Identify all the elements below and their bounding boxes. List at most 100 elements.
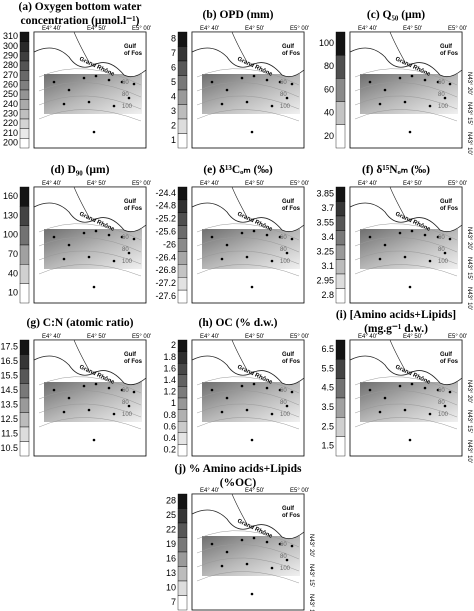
isobath <box>38 417 142 430</box>
isobath <box>196 557 300 572</box>
contour-label: 60 <box>280 388 287 394</box>
colorbar-tick: 80 <box>324 61 334 71</box>
gulf-label: Gulf <box>282 44 295 50</box>
panel: (h) OC (% d.w.) 2 1.81.6 1.4 1.21 0.80.6 0.4 0.… <box>163 317 309 457</box>
colorbar-segment <box>177 374 188 387</box>
colorbar-segment <box>177 537 188 553</box>
colorbar-segment <box>19 89 30 100</box>
station <box>250 438 254 442</box>
colorbar-segment <box>335 78 346 102</box>
colorbar-tick: 12.5 <box>0 414 18 424</box>
coastline <box>191 493 305 540</box>
station <box>278 388 282 392</box>
isobath <box>196 109 300 122</box>
station <box>436 235 440 239</box>
station <box>398 231 402 235</box>
colorbar-segment <box>177 420 188 433</box>
station <box>448 390 452 394</box>
colorbar-segment <box>335 378 346 399</box>
colorbar-segment <box>177 595 188 611</box>
contour-field <box>202 74 300 114</box>
colorbar-segment <box>177 397 188 410</box>
station <box>132 237 136 241</box>
colorbar-segment <box>19 128 30 139</box>
station <box>270 566 274 570</box>
station <box>112 104 116 108</box>
colorbar-segment <box>335 436 346 457</box>
station <box>127 251 131 255</box>
colorbar-tick: 0.4 <box>163 433 176 443</box>
colorbar-tick: 2.5 <box>321 421 334 431</box>
station <box>368 388 372 392</box>
river <box>231 186 248 218</box>
longitude-label: E4° 40' <box>42 181 61 187</box>
colorbar-segment <box>177 238 188 252</box>
station <box>443 404 447 408</box>
longitude-label: E5° 00' <box>290 488 309 494</box>
colorbar-segment <box>177 251 188 265</box>
station <box>82 231 86 235</box>
isobath <box>38 264 142 277</box>
contour-label: 80 <box>438 247 445 253</box>
station <box>225 396 229 400</box>
contour-label: 80 <box>122 400 129 406</box>
isobath <box>354 95 458 110</box>
colorbar-segment <box>335 230 346 246</box>
contour-label: 60 <box>438 80 445 86</box>
panel-title: (h) OC (% d.w.) <box>199 317 278 329</box>
longitude-label: E5° 00' <box>290 334 309 340</box>
station <box>252 74 256 78</box>
colorbar-tick: 1.2 <box>163 387 176 397</box>
panel: (f) δ¹⁵Nₒₘ (‰) 3.85 3.7 3.55 3.4 3.25 3.1 2.95 2… <box>316 164 472 310</box>
latitude-label: N43° 10' <box>308 594 314 611</box>
colorbar-segment <box>19 70 30 81</box>
isobath <box>196 417 300 430</box>
station <box>436 388 440 392</box>
colorbar-tick: 0.8 <box>163 410 176 420</box>
panel: (a) Oxygen bottom water concentration (µm… <box>3 1 151 149</box>
contour-label: 80 <box>280 554 287 560</box>
colorbar-tick: 300 <box>3 41 18 51</box>
longitude-label: E4° 50' <box>403 26 422 32</box>
colorbar-tick: 100 <box>319 38 334 48</box>
station <box>410 74 414 78</box>
colorbar-tick: 230 <box>3 109 18 119</box>
station <box>423 78 427 82</box>
isobath <box>38 223 142 241</box>
colorbar-segment <box>177 493 188 509</box>
station <box>87 100 91 104</box>
isobath <box>196 390 300 406</box>
coastline <box>33 31 147 78</box>
gulf-label: of Fos <box>440 359 459 365</box>
longitude-label: E4° 50' <box>87 181 106 187</box>
colorbar-tick: 5.5 <box>321 363 334 373</box>
isobath <box>196 571 300 584</box>
station <box>448 237 452 241</box>
contour-field <box>44 382 142 422</box>
station <box>278 80 282 84</box>
colorbar-segment <box>335 201 346 217</box>
station <box>82 384 86 388</box>
contour-field <box>44 74 142 114</box>
isobath <box>38 68 142 86</box>
colorbar-segment <box>177 212 188 226</box>
colorbar-tick: 11.5 <box>1 429 18 439</box>
gulf-label: Gulf <box>124 352 137 358</box>
colorbar-tick: 16.5 <box>0 356 18 366</box>
river <box>231 493 248 525</box>
colorbar-segment <box>177 89 188 105</box>
colorbar-segment <box>335 288 346 304</box>
gulf-label: of Fos <box>124 359 143 365</box>
station <box>252 536 256 540</box>
panel-title: concentration (µmol.l⁻¹) <box>21 15 140 27</box>
colorbar-tick: 15.5 <box>0 371 18 381</box>
contour-label: 60 <box>280 80 287 86</box>
latitude-label: N43° 20' <box>308 534 314 557</box>
colorbar-tick: 250 <box>3 89 18 99</box>
latitude-label: N43° 10' <box>466 287 472 310</box>
contour-label: 100 <box>122 412 133 418</box>
latitude-label: N43° 15' <box>466 257 472 280</box>
contour-label: 100 <box>280 412 291 418</box>
station <box>278 235 282 239</box>
contour-label: 60 <box>122 235 129 241</box>
